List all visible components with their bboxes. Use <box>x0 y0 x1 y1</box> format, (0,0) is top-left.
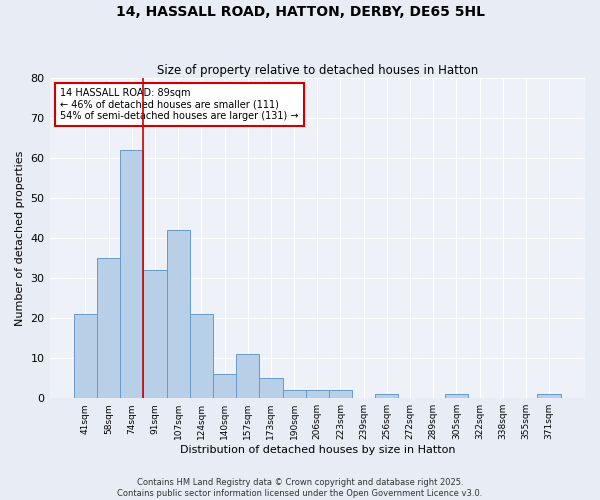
Bar <box>283 390 305 398</box>
Bar <box>143 270 167 398</box>
Y-axis label: Number of detached properties: Number of detached properties <box>15 150 25 326</box>
Bar <box>97 258 120 398</box>
Bar <box>445 394 468 398</box>
Text: 14 HASSALL ROAD: 89sqm
← 46% of detached houses are smaller (111)
54% of semi-de: 14 HASSALL ROAD: 89sqm ← 46% of detached… <box>60 88 299 121</box>
X-axis label: Distribution of detached houses by size in Hatton: Distribution of detached houses by size … <box>179 445 455 455</box>
Bar <box>236 354 259 398</box>
Bar <box>74 314 97 398</box>
Bar <box>259 378 283 398</box>
Bar <box>120 150 143 398</box>
Bar <box>305 390 329 398</box>
Title: Size of property relative to detached houses in Hatton: Size of property relative to detached ho… <box>157 64 478 77</box>
Bar <box>329 390 352 398</box>
Text: 14, HASSALL ROAD, HATTON, DERBY, DE65 5HL: 14, HASSALL ROAD, HATTON, DERBY, DE65 5H… <box>115 5 485 19</box>
Bar <box>538 394 560 398</box>
Text: Contains HM Land Registry data © Crown copyright and database right 2025.
Contai: Contains HM Land Registry data © Crown c… <box>118 478 482 498</box>
Bar <box>167 230 190 398</box>
Bar <box>213 374 236 398</box>
Bar <box>190 314 213 398</box>
Bar <box>375 394 398 398</box>
